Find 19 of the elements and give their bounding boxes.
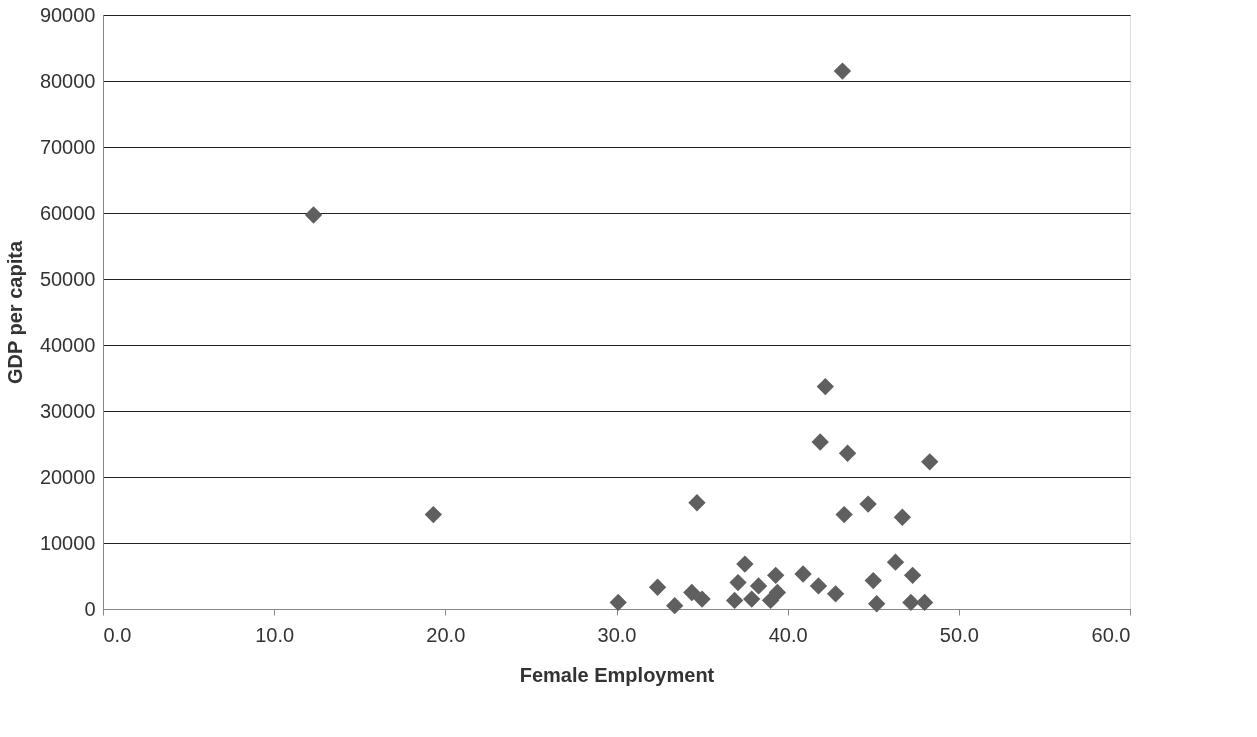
y-tick-label: 0 [84, 597, 96, 620]
x-tick-label: 50.0 [939, 623, 979, 646]
y-tick-label: 20000 [39, 465, 96, 488]
x-tick-label: 10.0 [255, 623, 295, 646]
x-tick-label: 0.0 [103, 623, 132, 646]
x-axis-title: Female Employment [519, 663, 715, 686]
y-tick-label: 90000 [39, 3, 96, 26]
y-tick-label: 80000 [39, 69, 96, 92]
y-tick-label: 60000 [39, 201, 96, 224]
x-tick-label: 60.0 [1091, 623, 1131, 646]
y-tick-label: 70000 [39, 135, 96, 158]
y-tick-label: 40000 [39, 333, 96, 356]
x-tick-label: 40.0 [768, 623, 808, 646]
y-tick-label: 50000 [39, 267, 96, 290]
y-tick-label: 10000 [39, 531, 96, 554]
x-tick-label: 20.0 [426, 623, 466, 646]
x-tick-label: 30.0 [597, 623, 637, 646]
y-tick-label: 30000 [39, 399, 96, 422]
y-axis-title: GDP per capita [3, 240, 26, 385]
